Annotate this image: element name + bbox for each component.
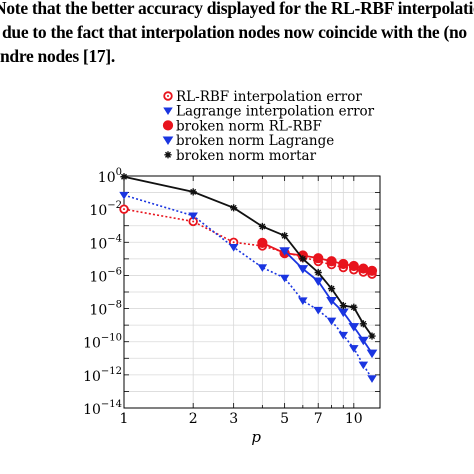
- data-point: [367, 375, 377, 383]
- y-tick-label: 10−8: [89, 300, 122, 319]
- data-point: [228, 244, 239, 252]
- legend-label: broken norm RL-RBF: [176, 118, 322, 134]
- data-point: [350, 303, 358, 311]
- x-tick-label: 10: [345, 411, 363, 427]
- x-tick-label: 3: [229, 411, 238, 427]
- legend-marker: [162, 120, 174, 131]
- legend-label: broken norm Lagrange: [176, 133, 334, 149]
- data-point: [338, 258, 349, 270]
- y-tick-label: 10−4: [89, 233, 122, 252]
- data-point: [313, 253, 324, 264]
- data-point: [327, 285, 336, 293]
- data-point: [279, 274, 290, 283]
- y-tick-label: 100: [98, 167, 122, 186]
- data-point: [368, 332, 376, 340]
- data-point: [338, 331, 349, 340]
- data-point: [258, 222, 266, 231]
- legend-marker: [164, 151, 172, 159]
- document-line: Note that the better accuracy displayed …: [0, 0, 474, 18]
- data-point: [339, 302, 347, 310]
- y-tick-label: 10−10: [83, 333, 122, 352]
- x-tick-label: 7: [314, 411, 323, 427]
- data-point: [326, 256, 337, 267]
- y-tick-label: 10−6: [89, 266, 122, 285]
- x-axis-label: p: [251, 428, 261, 446]
- legend-marker: [163, 107, 173, 116]
- data-point: [359, 320, 367, 328]
- data-point: [257, 264, 268, 272]
- y-tick-label: 10−12: [83, 366, 122, 385]
- legend-marker-dot: [167, 95, 169, 97]
- x-tick-label: 2: [189, 411, 198, 427]
- data-point: [348, 260, 359, 272]
- data-point: [349, 345, 359, 353]
- data-point: [299, 255, 307, 263]
- legend-label: RL-RBF interpolation error: [176, 89, 362, 105]
- document-text: Note that the better accuracy displayed …: [0, 0, 474, 68]
- document-line: ndre nodes [17].: [0, 46, 115, 66]
- data-point: [366, 349, 378, 359]
- legend-box: [156, 87, 362, 166]
- data-point: [120, 173, 128, 181]
- series-line: [123, 194, 373, 379]
- data-point: [119, 191, 129, 200]
- y-tick-label: 10−2: [89, 200, 122, 219]
- data-point-dot: [192, 220, 195, 223]
- legend-label: Lagrange interpolation error: [176, 104, 375, 120]
- legend-label: broken norm mortar: [176, 148, 317, 164]
- data-point: [313, 306, 323, 315]
- x-tick-label: 1: [120, 411, 129, 427]
- data-point: [357, 336, 369, 346]
- data-point: [358, 263, 369, 274]
- data-point-dot: [232, 241, 235, 244]
- data-point: [312, 277, 324, 287]
- data-point: [298, 297, 308, 306]
- document-line: due to the fact that interpolation nodes…: [2, 22, 467, 42]
- series-broken-norm-mortar: [123, 175, 373, 337]
- data-point: [314, 268, 322, 277]
- data-point: [279, 247, 290, 256]
- legend-marker: [162, 136, 174, 145]
- data-point: [281, 232, 289, 240]
- data-point: [257, 237, 268, 248]
- data-point: [348, 323, 360, 332]
- series-line: [123, 175, 373, 337]
- data-point: [326, 317, 337, 326]
- data-point: [188, 212, 198, 221]
- x-tick-label: 5: [280, 411, 289, 427]
- data-point: [366, 265, 378, 276]
- data-point: [358, 361, 369, 370]
- data-point: [230, 204, 238, 212]
- data-point: [326, 297, 337, 306]
- data-point: [297, 265, 309, 274]
- series-lagrange-interpolation-error: [123, 194, 373, 379]
- data-point-dot: [123, 208, 125, 211]
- y-tick-label: 10−14: [83, 399, 122, 418]
- data-point: [189, 188, 197, 196]
